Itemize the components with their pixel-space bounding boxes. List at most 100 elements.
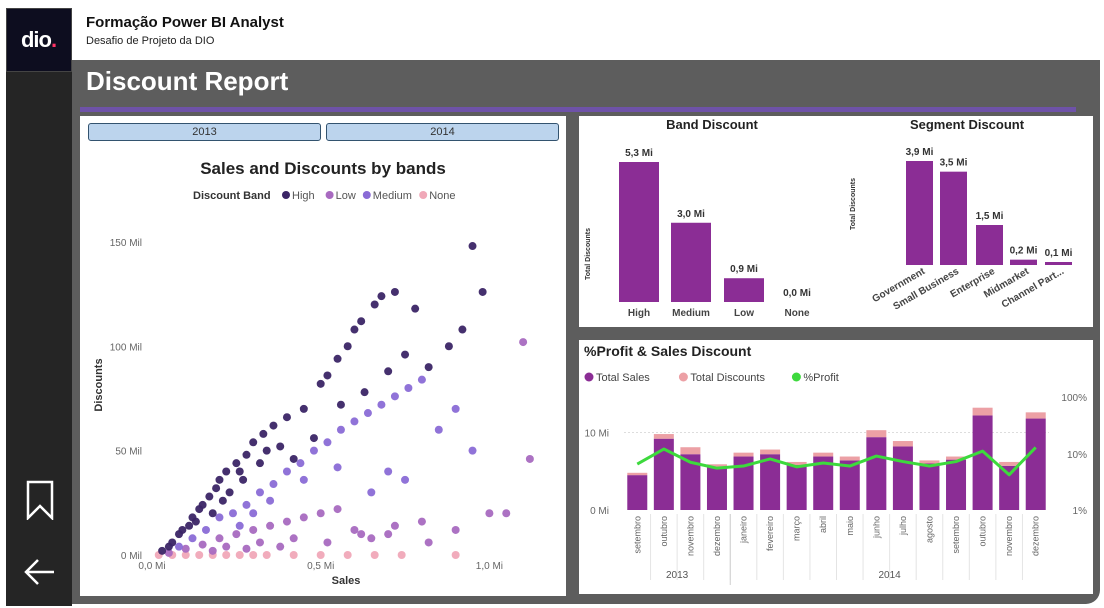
scatter-point-high[interactable]	[249, 438, 258, 447]
scatter-point-low[interactable]	[316, 509, 325, 518]
profit-bar-discount[interactable]	[813, 452, 834, 457]
scatter-point-low[interactable]	[519, 338, 528, 347]
scatter-point-medium[interactable]	[266, 496, 275, 505]
scatter-point-medium[interactable]	[434, 425, 443, 434]
profit-bar-sales[interactable]	[760, 454, 781, 510]
scatter-point-low[interactable]	[242, 544, 251, 553]
slicer-2013-button[interactable]: 2013	[88, 123, 321, 141]
profit-bar-sales[interactable]	[892, 446, 913, 510]
scatter-point-medium[interactable]	[255, 488, 264, 497]
scatter-point-high[interactable]	[269, 421, 278, 430]
scatter-point-low[interactable]	[266, 521, 275, 530]
band-bar-medium[interactable]	[671, 222, 711, 302]
profit-bar-sales[interactable]	[999, 465, 1020, 510]
scatter-point-high[interactable]	[468, 242, 477, 251]
scatter-point-high[interactable]	[384, 367, 393, 376]
scatter-point-low[interactable]	[198, 540, 207, 549]
scatter-point-low[interactable]	[299, 513, 308, 522]
profit-bar-discount[interactable]	[972, 407, 993, 416]
scatter-point-none[interactable]	[249, 551, 258, 559]
scatter-point-high[interactable]	[336, 400, 345, 409]
scatter-point-medium[interactable]	[309, 446, 318, 455]
segment-bar[interactable]	[1010, 259, 1037, 265]
scatter-point-medium[interactable]	[249, 509, 258, 518]
scatter-point-medium[interactable]	[323, 438, 332, 447]
scatter-point-medium[interactable]	[215, 513, 224, 522]
profit-bar-discount[interactable]	[786, 461, 807, 466]
scatter-point-high[interactable]	[350, 325, 359, 334]
scatter-point-medium[interactable]	[242, 500, 251, 509]
band-bar-low[interactable]	[724, 278, 764, 302]
scatter-point-high[interactable]	[205, 492, 214, 501]
scatter-point-high[interactable]	[444, 342, 453, 351]
segment-bar[interactable]	[976, 225, 1003, 265]
scatter-point-medium[interactable]	[417, 375, 426, 384]
scatter-point-high[interactable]	[458, 325, 467, 334]
scatter-point-low[interactable]	[289, 534, 298, 543]
scatter-point-low[interactable]	[282, 517, 291, 526]
profit-bar-sales[interactable]	[946, 459, 967, 510]
scatter-point-low[interactable]	[367, 534, 376, 543]
profit-bar-sales[interactable]	[813, 456, 834, 510]
profit-bar-sales[interactable]	[680, 454, 701, 510]
profit-bar-sales[interactable]	[706, 467, 727, 510]
profit-bar-sales[interactable]	[1025, 418, 1046, 510]
profit-bar-discount[interactable]	[946, 456, 967, 460]
scatter-point-medium[interactable]	[188, 534, 197, 543]
scatter-point-none[interactable]	[397, 551, 406, 559]
back-arrow-icon[interactable]	[20, 552, 60, 592]
scatter-point-high[interactable]	[174, 530, 183, 539]
profit-bar-discount[interactable]	[706, 464, 727, 468]
scatter-point-high[interactable]	[289, 454, 298, 463]
band-bar-high[interactable]	[619, 162, 659, 302]
scatter-point-high[interactable]	[316, 379, 325, 388]
scatter-point-none[interactable]	[289, 551, 298, 559]
profit-bar-sales[interactable]	[733, 456, 754, 510]
scatter-point-high[interactable]	[164, 542, 173, 551]
scatter-point-low[interactable]	[525, 454, 534, 463]
scatter-point-medium[interactable]	[228, 509, 237, 518]
scatter-point-high[interactable]	[478, 287, 487, 296]
scatter-point-high[interactable]	[424, 363, 433, 372]
scatter-point-high[interactable]	[255, 459, 264, 468]
scatter-point-low[interactable]	[208, 546, 217, 555]
scatter-point-high[interactable]	[215, 475, 224, 484]
scatter-point-high[interactable]	[401, 350, 410, 359]
scatter-point-medium[interactable]	[451, 404, 460, 413]
scatter-point-low[interactable]	[323, 538, 332, 547]
scatter-point-low[interactable]	[350, 525, 359, 534]
scatter-point-medium[interactable]	[296, 459, 305, 468]
profit-bar-discount[interactable]	[839, 456, 860, 461]
scatter-point-medium[interactable]	[201, 525, 210, 534]
profit-bar-discount[interactable]	[760, 449, 781, 455]
profit-bar-sales[interactable]	[972, 415, 993, 510]
profit-bar-sales[interactable]	[919, 463, 940, 511]
profit-bar-sales[interactable]	[839, 460, 860, 510]
scatter-point-medium[interactable]	[390, 392, 399, 401]
scatter-point-high[interactable]	[282, 413, 291, 422]
scatter-point-medium[interactable]	[363, 409, 372, 418]
scatter-point-none[interactable]	[195, 551, 204, 559]
scatter-point-low[interactable]	[384, 530, 393, 539]
scatter-point-high[interactable]	[323, 371, 332, 380]
profit-bar-sales[interactable]	[786, 465, 807, 510]
scatter-point-low[interactable]	[417, 517, 426, 526]
scatter-point-high[interactable]	[333, 354, 342, 363]
scatter-point-high[interactable]	[218, 496, 227, 505]
scatter-point-high[interactable]	[198, 500, 207, 509]
scatter-point-none[interactable]	[235, 551, 244, 559]
scatter-point-low[interactable]	[276, 542, 285, 551]
profit-bar-discount[interactable]	[999, 461, 1020, 466]
scatter-point-high[interactable]	[309, 434, 318, 443]
scatter-point-low[interactable]	[215, 534, 224, 543]
profit-bar-discount[interactable]	[653, 434, 674, 439]
profit-bar-sales[interactable]	[627, 475, 648, 510]
scatter-point-high[interactable]	[357, 317, 366, 326]
scatter-point-none[interactable]	[181, 551, 190, 559]
scatter-point-low[interactable]	[485, 509, 494, 518]
scatter-point-none[interactable]	[370, 551, 379, 559]
scatter-point-high[interactable]	[239, 475, 248, 484]
scatter-point-low[interactable]	[249, 525, 258, 534]
scatter-point-high[interactable]	[343, 342, 352, 351]
scatter-point-medium[interactable]	[282, 467, 291, 476]
